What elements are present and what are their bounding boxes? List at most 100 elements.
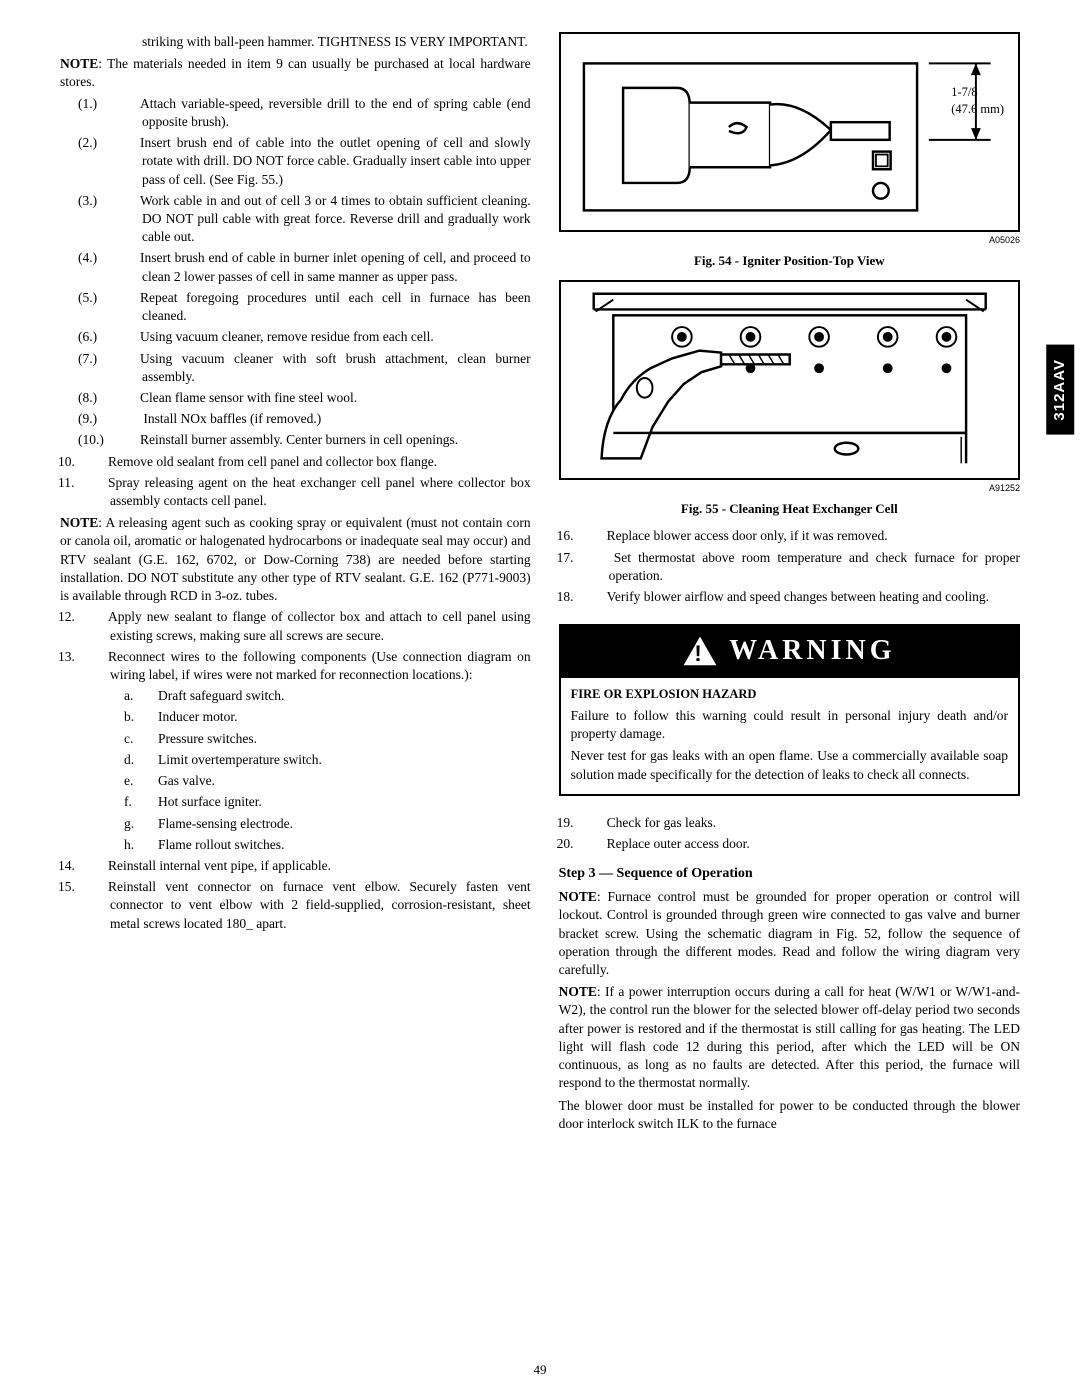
list-item: (5.)Repeat foregoing procedures until ea… (60, 289, 531, 325)
list-item-number: b. (142, 708, 158, 726)
list-item-number: (10.) (110, 431, 140, 449)
list-item: 20.Replace outer access door. (559, 835, 1020, 853)
list-item-text: Remove old sealant from cell panel and c… (108, 454, 437, 469)
list-item: 18.Verify blower airflow and speed chang… (559, 588, 1020, 606)
list-item-text: Replace blower access door only, if it w… (607, 528, 888, 543)
list-item: 15.Reinstall vent connector on furnace v… (60, 878, 531, 933)
right-column: 1-7/8 (47.6 mm) A05026 Fig. 54 - Igniter… (559, 32, 1020, 1133)
list-item-text: Reinstall burner assembly. Center burner… (140, 432, 458, 447)
note-1: NOTE: The materials needed in item 9 can… (60, 55, 531, 91)
list-item-number: d. (142, 751, 158, 769)
list-item-number: (1.) (110, 95, 140, 113)
note-4-text: : If a power interruption occurs during … (559, 984, 1020, 1090)
list-item-number: (4.) (110, 249, 140, 267)
list-item-text: Flame-sensing electrode. (158, 816, 293, 831)
list-item: f.Hot surface igniter. (60, 793, 531, 811)
list-item: a.Draft safeguard switch. (60, 687, 531, 705)
list-item-text: Clean flame sensor with fine steel wool. (140, 390, 357, 405)
list-item: 10.Remove old sealant from cell panel an… (60, 453, 531, 471)
continuation-text: striking with ball-peen hammer. TIGHTNES… (60, 33, 531, 51)
list-item-number: g. (142, 815, 158, 833)
list-item: (7.)Using vacuum cleaner with soft brush… (60, 350, 531, 386)
page-number: 49 (0, 1361, 1080, 1379)
fig54-dim2: (47.6 mm) (951, 101, 1004, 118)
list-item-text: Insert brush end of cable in burner inle… (140, 250, 531, 283)
left-column: striking with ball-peen hammer. TIGHTNES… (60, 32, 531, 1133)
warning-p2: Never test for gas leaks with an open fl… (571, 747, 1008, 783)
list-item-text: Install NOx baffles (if removed.) (140, 411, 321, 426)
list-item-text: Gas valve. (158, 773, 215, 788)
list-item-text: Hot surface igniter. (158, 794, 262, 809)
list-item-text: Apply new sealant to flange of collector… (108, 609, 531, 642)
list-item-text: Using vacuum cleaner, remove residue fro… (140, 329, 434, 344)
list-item-text: Check for gas leaks. (607, 815, 716, 830)
note-3-text: : Furnace control must be grounded for p… (559, 889, 1020, 977)
list-item: (3.)Work cable in and out of cell 3 or 4… (60, 192, 531, 247)
fig54-code: A05026 (559, 234, 1020, 246)
list-item-text: Reconnect wires to the following compone… (108, 649, 531, 682)
list-item-number: 20. (583, 835, 607, 853)
list-item-number: 14. (84, 857, 108, 875)
list-item-number: 10. (84, 453, 108, 471)
list-item-text: Insert brush end of cable into the outle… (140, 135, 531, 186)
list-item-number: (7.) (110, 350, 140, 368)
list-item: h.Flame rollout switches. (60, 836, 531, 854)
list-item: 17. Set thermostat above room temperatur… (559, 549, 1020, 585)
list-item: d.Limit overtemperature switch. (60, 751, 531, 769)
note-1-text: : The materials needed in item 9 can usu… (60, 56, 531, 89)
list-item: 19.Check for gas leaks. (559, 814, 1020, 832)
list-item-number: a. (142, 687, 158, 705)
list-item-number: 15. (84, 878, 108, 896)
list-item-text: Replace outer access door. (607, 836, 750, 851)
list-item-number: 18. (583, 588, 607, 606)
list-item-text: Spray releasing agent on the heat exchan… (108, 475, 531, 508)
list-item: c.Pressure switches. (60, 730, 531, 748)
sidebar-model-tab: 312AAV (1046, 345, 1074, 435)
list-item-number: c. (142, 730, 158, 748)
warning-triangle-icon: ! (683, 636, 717, 666)
fig55-code: A91252 (559, 482, 1020, 494)
warning-title: FIRE OR EXPLOSION HAZARD (571, 686, 1008, 703)
list-item-number: 17. (583, 549, 607, 567)
list-item-text: Set thermostat above room temperature an… (607, 550, 1020, 583)
warning-p1: Failure to follow this warning could res… (571, 707, 1008, 743)
list-item-text: Pressure switches. (158, 731, 257, 746)
list-item-text: Draft safeguard switch. (158, 688, 284, 703)
list-item-number: (3.) (110, 192, 140, 210)
list-item-number: (8.) (110, 389, 140, 407)
list-item-number: 19. (583, 814, 607, 832)
list-item-text: Work cable in and out of cell 3 or 4 tim… (140, 193, 531, 244)
list-item: e.Gas valve. (60, 772, 531, 790)
list-item: 14.Reinstall internal vent pipe, if appl… (60, 857, 531, 875)
list-item-text: Inducer motor. (158, 709, 237, 724)
note-3: NOTE: Furnace control must be grounded f… (559, 888, 1020, 979)
list-item-number: h. (142, 836, 158, 854)
list-item-number: 11. (84, 474, 108, 492)
list-item-number: 16. (583, 527, 607, 545)
list-item: 13.Reconnect wires to the following comp… (60, 648, 531, 684)
list-item-text: Limit overtemperature switch. (158, 752, 322, 767)
note-2-label: NOTE (60, 515, 98, 530)
para-last: The blower door must be installed for po… (559, 1097, 1020, 1133)
note-2: NOTE: A releasing agent such as cooking … (60, 514, 531, 605)
svg-text:!: ! (694, 641, 705, 666)
list-item: b.Inducer motor. (60, 708, 531, 726)
list-item-text: Verify blower airflow and speed changes … (607, 589, 989, 604)
list-item-text: Reinstall vent connector on furnace vent… (108, 879, 531, 930)
list-item-number: (5.) (110, 289, 140, 307)
note-2-text: : A releasing agent such as cooking spra… (60, 515, 531, 603)
note-1-label: NOTE (60, 56, 98, 71)
warning-body: FIRE OR EXPLOSION HAZARD Failure to foll… (561, 678, 1018, 794)
list-item: (10.)Reinstall burner assembly. Center b… (60, 431, 531, 449)
warning-header-text: WARNING (729, 632, 895, 670)
note-3-label: NOTE (559, 889, 597, 904)
list-item-text: Repeat foregoing procedures until each c… (140, 290, 531, 323)
figure-54: 1-7/8 (47.6 mm) (559, 32, 1020, 232)
note-4-label: NOTE (559, 984, 597, 999)
fig55-caption: Fig. 55 - Cleaning Heat Exchanger Cell (559, 500, 1020, 518)
warning-header: ! WARNING (561, 626, 1018, 678)
list-item: 11.Spray releasing agent on the heat exc… (60, 474, 531, 510)
figure-54-svg (561, 34, 1018, 230)
list-item-text: Attach variable-speed, reversible drill … (140, 96, 531, 129)
list-item: g.Flame-sensing electrode. (60, 815, 531, 833)
